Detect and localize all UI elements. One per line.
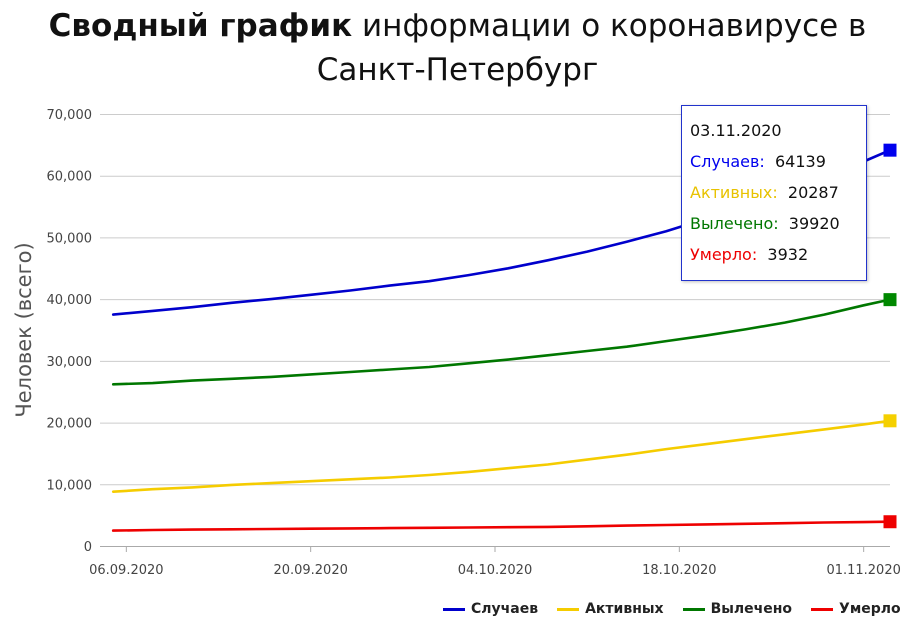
- legend-swatch-recovered: [682, 607, 705, 611]
- series-end-marker-0[interactable]: [883, 143, 897, 157]
- y-tick-label: 30,000: [47, 355, 93, 370]
- tooltip-row-cases: Случаев: 64139: [690, 146, 866, 177]
- tooltip-value-deaths: 3932: [767, 245, 809, 264]
- series-line-1: [111, 419, 892, 494]
- end-markers[interactable]: [883, 143, 897, 529]
- legend-swatch-deaths: [811, 607, 834, 611]
- x-axis-ticks: 06.09.2020 20.09.2020 04.10.2020 18.10.2020…: [89, 546, 901, 578]
- legend-item-deaths[interactable]: Умерло: [811, 601, 901, 617]
- legend-label-cases: Случаев: [471, 601, 539, 617]
- series-end-marker-3[interactable]: [883, 515, 897, 529]
- tooltip-label-active: Активных:: [690, 183, 778, 202]
- tooltip: 03.11.2020 Случаев: 64139 Активных: 2028…: [681, 105, 867, 281]
- y-axis-label: Человек (всего): [12, 242, 36, 417]
- chart-title-bold: Сводный график: [48, 8, 353, 44]
- legend-swatch-cases: [443, 607, 465, 611]
- series-line-3: [111, 520, 892, 532]
- x-tick-label: 06.09.2020: [89, 563, 163, 578]
- legend-label-deaths: Умерло: [839, 601, 901, 617]
- tooltip-value-cases: 64139: [774, 152, 826, 171]
- x-tick-label: 01.11.2020: [826, 563, 900, 578]
- y-tick-label: 10,000: [47, 478, 93, 493]
- y-axis-ticks: 0 10,000 20,000 30,000 40,000 50,000 60,000 70,…: [47, 108, 93, 555]
- y-tick-label: 50,000: [47, 231, 93, 246]
- series-end-marker-2[interactable]: [883, 293, 897, 307]
- legend-label-recovered: Вылечено: [710, 601, 793, 617]
- tooltip-label-deaths: Умерло:: [690, 245, 758, 264]
- y-tick-label: 40,000: [47, 293, 93, 308]
- tooltip-row-deaths: Умерло: 3932: [690, 239, 866, 270]
- tooltip-label-cases: Случаев:: [690, 152, 765, 171]
- x-tick-label: 04.10.2020: [458, 563, 532, 578]
- y-tick-label: 70,000: [47, 108, 93, 123]
- x-tick-label: 20.09.2020: [273, 563, 347, 578]
- series-line-2: [111, 298, 892, 386]
- legend-item-active[interactable]: Активных: [557, 601, 664, 617]
- y-tick-label: 20,000: [47, 417, 93, 432]
- tooltip-label-recovered: Вылечено:: [690, 214, 779, 233]
- chart-title-rest: информации о коронавирусе в Санкт-Петерб…: [316, 8, 867, 88]
- legend-item-cases[interactable]: Случаев: [443, 601, 538, 617]
- tooltip-row-active: Активных: 20287: [690, 177, 866, 208]
- chart-title: Сводный график информации о коронавирусе…: [0, 4, 915, 92]
- tooltip-value-recovered: 39920: [788, 214, 840, 233]
- y-tick-label: 60,000: [47, 170, 93, 185]
- x-tick-label: 18.10.2020: [642, 563, 716, 578]
- series-group: [111, 148, 892, 532]
- series-end-marker-1[interactable]: [883, 414, 897, 428]
- legend: Случаев Активных Вылечено Умерло: [443, 598, 901, 620]
- tooltip-row-recovered: Вылечено: 39920: [690, 208, 866, 239]
- legend-item-recovered[interactable]: Вылечено: [682, 601, 793, 617]
- y-tick-label: 0: [84, 540, 92, 555]
- legend-swatch-active: [557, 607, 580, 611]
- tooltip-value-active: 20287: [787, 183, 839, 202]
- tooltip-date: 03.11.2020: [690, 121, 782, 140]
- legend-label-active: Активных: [585, 601, 664, 617]
